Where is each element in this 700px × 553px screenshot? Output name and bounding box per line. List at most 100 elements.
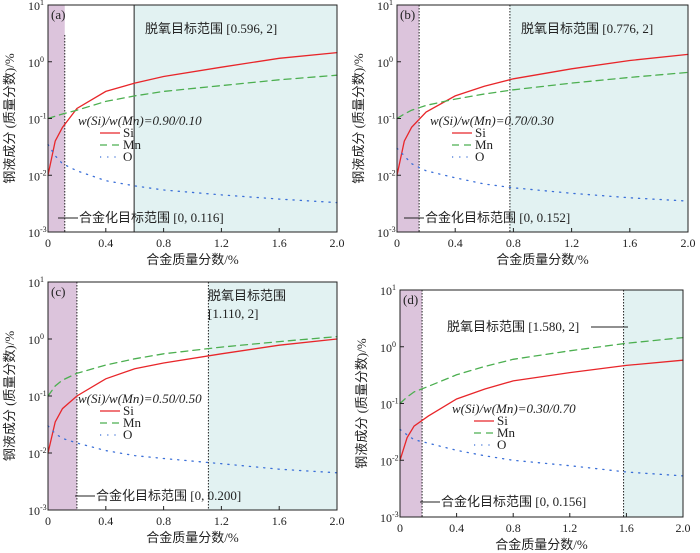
- y-tick-label: 10-3: [28, 225, 47, 240]
- alloying-region: [397, 5, 420, 232]
- y-tick-base: 10: [377, 169, 389, 183]
- deoxidation-region: [509, 5, 688, 232]
- deoxidation-range-label: 脱氧目标范围: [208, 288, 286, 303]
- legend-label-mn: Mn: [497, 425, 516, 440]
- x-axis-label: 合金质量分数/%: [495, 537, 588, 552]
- x-tick-label: 1.2: [562, 521, 577, 535]
- y-tick-base: 10: [377, 226, 389, 240]
- x-axis-label: 合金质量分数/%: [146, 530, 239, 545]
- y-tick-exponent: 0: [392, 340, 396, 349]
- y-tick-label: 101: [380, 283, 396, 298]
- legend-label-mn: Mn: [475, 137, 494, 152]
- y-tick-label: 10-2: [380, 453, 399, 468]
- chart-panel-b: 0 0.4 0.8 1.2 1.6 2.010-310-210-1100101合金质量分数…: [351, 0, 696, 267]
- panel-label: (a): [51, 7, 65, 22]
- y-tick-label: 10-1: [28, 112, 47, 127]
- y-tick-label: 100: [28, 55, 44, 70]
- x-tick-label: 2.0: [676, 521, 691, 535]
- y-tick-base: 10: [28, 276, 40, 290]
- y-tick-label: 100: [377, 55, 393, 70]
- x-tick-label: 0: [397, 521, 403, 535]
- series-line-si: [47, 51, 338, 176]
- panel-label: (c): [51, 284, 65, 299]
- x-tick-label: 0: [45, 514, 51, 528]
- x-tick-label: 1.2: [564, 236, 579, 250]
- y-tick-label: 10-1: [28, 389, 47, 404]
- y-axis-label: 钢液成分 (质量分数)/%: [2, 53, 17, 184]
- y-tick-label: 10-3: [28, 503, 47, 518]
- legend-label-o: O: [475, 149, 484, 164]
- y-tick-base: 10: [377, 0, 389, 13]
- alloying-region: [48, 282, 77, 510]
- y-tick-label: 101: [377, 0, 393, 13]
- y-tick-base: 10: [377, 113, 389, 127]
- panel-label: (d): [403, 292, 418, 307]
- y-tick-label: 101: [28, 0, 44, 13]
- series-line-mn: [47, 74, 338, 120]
- x-tick-label: 0.8: [156, 236, 171, 250]
- alloying-range-label: 合金化目标范围 [0, 0.152]: [425, 210, 570, 225]
- deoxidation-region: [134, 5, 337, 232]
- deoxidation-range-label: 脱氧目标范围 [0.596, 2]: [145, 21, 277, 36]
- y-tick-exponent: 1: [40, 0, 44, 7]
- x-tick-label: 2.0: [330, 236, 345, 250]
- alloying-range-label: 合金化目标范围 [0, 0.156]: [441, 494, 586, 509]
- y-tick-exponent: -3: [40, 225, 47, 234]
- y-tick-exponent: -3: [392, 510, 399, 519]
- x-tick-label: 0.4: [98, 236, 113, 250]
- y-tick-base: 10: [380, 511, 392, 525]
- chart-panel-d: 0 0.4 0.8 1.2 1.6 2.010-310-210-1100101合金质量分数…: [354, 283, 691, 552]
- legend-label-mn: Mn: [123, 137, 142, 152]
- x-tick-label: 0: [394, 236, 400, 250]
- x-tick-label: 0.4: [449, 521, 464, 535]
- ratio-label: w(Si)/w(Mn)=0.90/0.10: [78, 113, 202, 128]
- series-line-o: [47, 425, 338, 474]
- deoxidation-range-label-line2: [1.110, 2]: [208, 306, 258, 321]
- x-tick-label: 0: [45, 236, 51, 250]
- y-tick-base: 10: [28, 390, 40, 404]
- y-tick-base: 10: [28, 0, 40, 13]
- y-tick-label: 10-2: [28, 168, 47, 183]
- y-tick-exponent: 1: [40, 275, 44, 284]
- y-tick-base: 10: [28, 113, 40, 127]
- x-tick-label: 0.4: [448, 236, 463, 250]
- y-tick-exponent: 1: [389, 0, 393, 7]
- ratio-label: w(Si)/w(Mn)=0.30/0.70: [452, 401, 576, 416]
- legend-label-si: Si: [497, 413, 508, 428]
- alloying-range-label: 合金化目标范围 [0, 0.116]: [79, 210, 224, 225]
- y-tick-base: 10: [28, 504, 40, 518]
- y-tick-exponent: -1: [389, 112, 396, 121]
- y-tick-label: 100: [28, 332, 44, 347]
- y-tick-exponent: -2: [389, 168, 396, 177]
- series-line-si: [399, 359, 684, 461]
- x-tick-label: 1.6: [272, 236, 287, 250]
- alloying-range-label: 合金化目标范围 [0, 0.200]: [96, 488, 241, 503]
- deoxidation-range-label: 脱氧目标范围 [0.776, 2]: [521, 21, 653, 36]
- series-line-mn: [396, 71, 689, 120]
- legend-label-mn: Mn: [123, 415, 142, 430]
- y-tick-exponent: 0: [40, 55, 44, 64]
- y-tick-exponent: 0: [389, 55, 393, 64]
- x-tick-label: 0.4: [98, 514, 113, 528]
- y-tick-exponent: -1: [392, 397, 399, 406]
- series-line-mn: [399, 336, 684, 405]
- x-tick-label: 2.0: [681, 236, 696, 250]
- y-tick-exponent: -3: [389, 225, 396, 234]
- y-tick-exponent: -2: [40, 446, 47, 455]
- y-tick-base: 10: [28, 447, 40, 461]
- x-tick-label: 1.2: [214, 514, 229, 528]
- ratio-label: w(Si)/w(Mn)=0.70/0.30: [430, 113, 554, 128]
- x-tick-label: 1.6: [272, 514, 287, 528]
- legend-label-si: Si: [123, 125, 134, 140]
- x-axis-label: 合金质量分数/%: [146, 252, 239, 267]
- y-tick-exponent: 0: [40, 332, 44, 341]
- y-tick-base: 10: [28, 333, 40, 347]
- legend-label-si: Si: [123, 403, 134, 418]
- y-tick-base: 10: [380, 341, 392, 355]
- y-tick-label: 10-3: [380, 510, 399, 525]
- x-tick-label: 2.0: [330, 514, 345, 528]
- x-tick-label: 0.8: [506, 521, 521, 535]
- x-tick-label: 0.8: [156, 514, 171, 528]
- legend-label-si: Si: [475, 125, 486, 140]
